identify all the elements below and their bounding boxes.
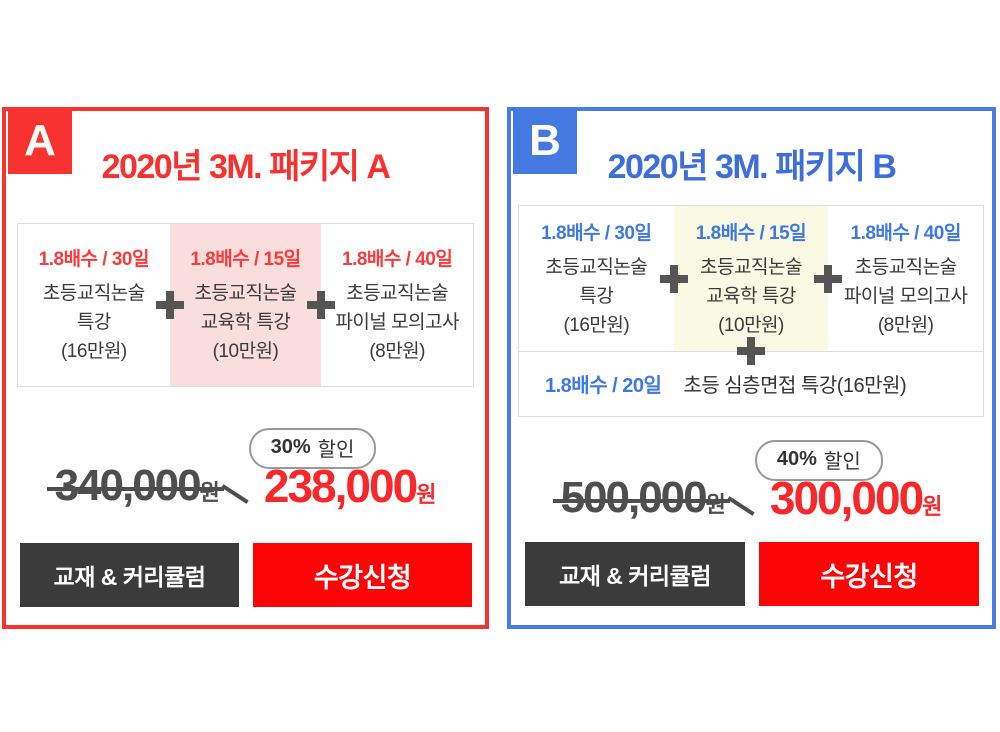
course-name: 파이널 모의고사 <box>843 285 968 307</box>
curriculum-button[interactable]: 교재 & 커리큘럼 <box>20 543 239 607</box>
course-name: 초등교직논술 <box>700 256 802 278</box>
course-schedule: 1.8배수 / 20일 <box>545 375 662 397</box>
course-name: 초등교직논술 <box>194 283 297 304</box>
button-row: 교재 & 커리큘럼 수강신청 <box>20 543 472 607</box>
discounted-price-unit: 원 <box>416 482 437 507</box>
plus-icon <box>810 261 846 297</box>
discounted-price-unit: 원 <box>922 494 943 519</box>
enroll-button[interactable]: 수강신청 <box>759 542 979 606</box>
plus-icon <box>733 333 769 369</box>
course-schedule: 1.8배수 / 15일 <box>695 222 807 244</box>
discounted-price-value: 238,000 <box>263 460 418 512</box>
course-name: 교육학 특강 <box>706 285 796 307</box>
discounted-price-value: 300,000 <box>769 472 924 524</box>
course-name: 특강 <box>76 312 111 333</box>
course-price: (10만원) <box>212 341 279 362</box>
discount-label: 할인 <box>823 451 861 473</box>
course-price: (10만원) <box>718 314 784 336</box>
original-price-unit: 원 <box>705 492 726 517</box>
arrow-down-icon <box>727 496 755 516</box>
package-card-b: B 2020년 3M. 패키지 B 1.8배수 / 30일 초등교직논술 특강 … <box>507 107 996 629</box>
original-price: 500,000원 <box>552 473 731 523</box>
course-item: 1.8배수 / 40일 초등교직논술 파이널 모의고사 (8만원) <box>828 206 983 351</box>
plus-icon <box>303 287 339 323</box>
discount-percent: 40% <box>776 448 817 470</box>
price-row: 500,000원 300,000원 <box>511 471 992 525</box>
discount-badge: 40% 할인 <box>754 440 883 481</box>
course-item-highlighted: 1.8배수 / 15일 초등교직논술 교육학 특강 (10만원) <box>673 206 829 351</box>
course-name: 초등교직논술 <box>346 283 449 304</box>
course-schedule: 1.8배수 / 30일 <box>541 222 652 244</box>
price-row: 340,000원 238,000원 <box>6 459 485 513</box>
course-schedule: 1.8배수 / 15일 <box>190 249 301 270</box>
course-price: (16만원) <box>60 341 127 362</box>
discount-badge: 30% 할인 <box>248 428 377 469</box>
original-price: 340,000원 <box>46 461 225 511</box>
discount-percent: 30% <box>270 436 311 458</box>
original-price-unit: 원 <box>199 480 220 505</box>
course-price: (8만원) <box>369 341 425 362</box>
discounted-price: 238,000원 <box>264 459 437 513</box>
course-name: 교육학 특강 <box>200 312 291 333</box>
course-item: 1.8배수 / 30일 초등교직논술 특강 (16만원) <box>18 224 170 386</box>
course-schedule: 1.8배수 / 40일 <box>850 222 962 244</box>
course-name: 파이널 모의고사 <box>335 312 459 333</box>
package-b-badge: B <box>513 107 577 174</box>
course-name: 초등교직논술 <box>42 283 145 304</box>
course-schedule: 1.8배수 / 30일 <box>38 249 150 270</box>
discount-label: 할인 <box>317 439 355 461</box>
curriculum-button[interactable]: 교재 & 커리큘럼 <box>525 542 745 606</box>
original-price-value: 500,000 <box>560 473 708 522</box>
package-b-course-box: 1.8배수 / 30일 초등교직논술 특강 (16만원) 1.8배수 / 15일… <box>518 205 984 417</box>
course-schedule: 1.8배수 / 40일 <box>342 249 453 270</box>
course-price: (8만원) <box>877 314 934 336</box>
course-name: 초등 심층면접 특강(16만원) <box>683 375 907 397</box>
package-a-course-box: 1.8배수 / 30일 초등교직논술 특강 (16만원) 1.8배수 / 15일… <box>17 223 474 387</box>
course-price: (16만원) <box>563 314 630 336</box>
enroll-button[interactable]: 수강신청 <box>253 543 472 607</box>
course-item-highlighted: 1.8배수 / 15일 초등교직논술 교육학 특강 (10만원) <box>169 224 322 386</box>
plus-icon <box>152 287 188 323</box>
course-name: 특강 <box>579 285 614 307</box>
discounted-price: 300,000원 <box>770 471 943 525</box>
plus-icon <box>656 261 692 297</box>
button-row: 교재 & 커리큘럼 수강신청 <box>525 542 979 606</box>
package-card-a: A 2020년 3M. 패키지 A 1.8배수 / 30일 초등교직논술 특강 … <box>2 107 489 629</box>
course-name: 초등교직논술 <box>854 256 957 278</box>
package-b-title: 2020년 3M. 패키지 B <box>607 148 897 186</box>
original-price-value: 340,000 <box>54 461 202 510</box>
package-a-title: 2020년 3M. 패키지 A <box>101 148 391 186</box>
course-item: 1.8배수 / 40일 초등교직논술 파이널 모의고사 (8만원) <box>321 224 473 386</box>
package-a-badge: A <box>8 107 72 174</box>
course-name: 초등교직논술 <box>545 256 648 278</box>
course-item: 1.8배수 / 30일 초등교직논술 특강 (16만원) <box>519 206 674 351</box>
arrow-down-icon <box>221 484 249 504</box>
